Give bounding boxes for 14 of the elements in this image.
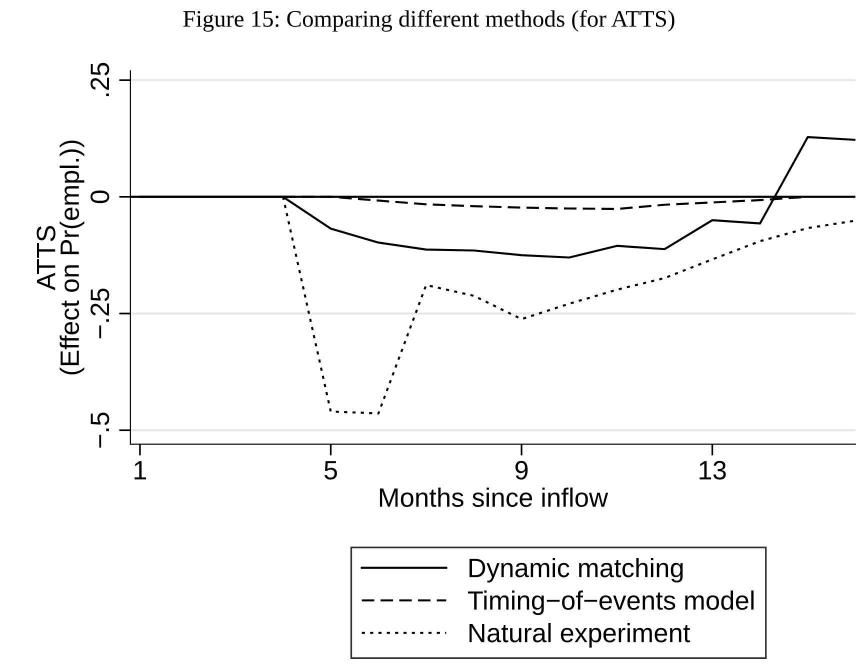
x-tick-label: 1 bbox=[134, 461, 146, 480]
x-tick-label: 13 bbox=[700, 460, 726, 480]
legend-label: Timing−of−events model bbox=[468, 590, 754, 616]
legend-label: Natural experiment bbox=[470, 622, 690, 648]
y-tick-label: −.25 bbox=[90, 288, 110, 338]
x-tick-label: 5 bbox=[324, 461, 337, 480]
x-axis-title: Months since inflow bbox=[380, 488, 608, 507]
chart-title: Figure 15: Comparing different methods (for ATTS) bbox=[183, 10, 674, 32]
y-tick-label: 0 bbox=[90, 190, 110, 204]
y-tick-label: −.5 bbox=[90, 412, 110, 448]
y-tick-label: .25 bbox=[90, 62, 110, 96]
y-axis-title: ATTS (Effect on Pr(empl.)) bbox=[36, 140, 84, 374]
legend-label: Dynamic matching bbox=[470, 558, 683, 583]
x-tick-label: 9 bbox=[515, 460, 528, 480]
